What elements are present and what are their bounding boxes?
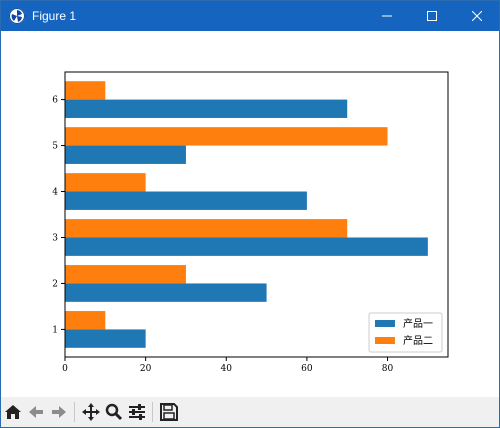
- minimize-button[interactable]: [364, 1, 409, 31]
- y-tick-label: 2: [52, 279, 58, 289]
- y-tick-label: 1: [52, 325, 58, 335]
- bar-series-1-cat-2: [65, 283, 267, 302]
- forward-icon: [52, 406, 66, 418]
- bar-series-2-cat-6: [65, 81, 106, 100]
- bar-series-1-cat-6: [65, 99, 348, 118]
- configure-subplots-icon: [129, 404, 145, 420]
- forward-button[interactable]: [48, 399, 70, 425]
- bar-series-1-cat-4: [65, 191, 307, 210]
- y-tick-label: 4: [52, 188, 58, 198]
- y-tick-label: 6: [52, 96, 58, 106]
- figure-canvas[interactable]: 0 20 40 60 80 1 2 3 4 5 6 产品一产品二: [1, 32, 499, 395]
- maximize-icon: [426, 11, 437, 21]
- x-tick-label: 0: [62, 364, 68, 374]
- close-button[interactable]: [454, 1, 499, 31]
- x-tick-label: 80: [382, 364, 394, 374]
- legend-swatch-1: [375, 320, 395, 327]
- toolbar-separator: [152, 402, 153, 422]
- axes-frame: [64, 71, 449, 358]
- pan-button[interactable]: [80, 399, 102, 425]
- legend-label-2: 产品二: [403, 334, 433, 347]
- zoom-icon: [105, 403, 123, 421]
- legend-label-1: 产品一: [403, 317, 433, 330]
- save-button[interactable]: [158, 399, 180, 425]
- y-tick-label: 5: [52, 142, 58, 152]
- bar-series-1-cat-1: [65, 329, 146, 348]
- x-tick-label: 20: [140, 364, 152, 374]
- bar-series-2-cat-3: [65, 219, 348, 238]
- bar-series-2-cat-5: [65, 127, 388, 146]
- home-button[interactable]: [2, 399, 24, 425]
- back-icon: [29, 406, 43, 418]
- home-icon: [5, 405, 21, 419]
- matplotlib-logo-icon: [9, 8, 25, 24]
- window-title: Figure 1: [32, 9, 77, 23]
- title-bar[interactable]: Figure 1: [1, 1, 499, 31]
- toolbar-separator: [74, 402, 75, 422]
- bar-series-1-cat-3: [65, 237, 428, 256]
- close-icon: [471, 11, 482, 21]
- pan-icon: [82, 403, 100, 421]
- configure-subplots-button[interactable]: [126, 399, 148, 425]
- minimize-icon: [381, 15, 392, 17]
- x-tick-label: 40: [221, 364, 233, 374]
- maximize-button[interactable]: [409, 1, 454, 31]
- bar-series-2-cat-4: [65, 173, 146, 192]
- bar-series-2-cat-2: [65, 265, 186, 284]
- back-button[interactable]: [25, 399, 47, 425]
- bar-series-2-cat-1: [65, 311, 106, 330]
- legend-swatch-2: [375, 337, 395, 344]
- zoom-button[interactable]: [103, 399, 125, 425]
- navigation-toolbar: [1, 397, 499, 427]
- x-tick-label: 60: [301, 364, 313, 374]
- y-tick-label: 3: [52, 233, 58, 243]
- save-icon: [160, 403, 178, 421]
- bar-series-1-cat-5: [65, 145, 186, 164]
